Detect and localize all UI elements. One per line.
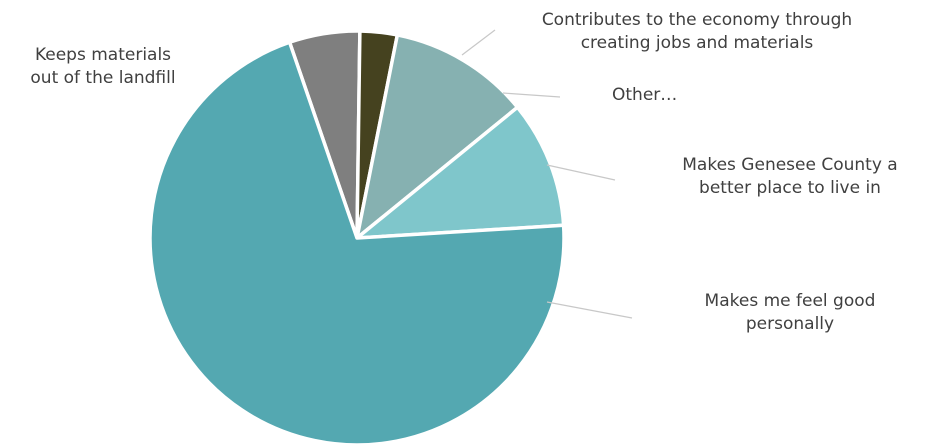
leader-line-2: [502, 92, 561, 98]
pie-slice-5: [148, 40, 566, 444]
slice-label-line: creating jobs and materials: [581, 33, 814, 53]
slice-label-2: Other…: [612, 85, 677, 105]
slice-label-line: personally: [746, 314, 834, 334]
slice-label-5: Keeps materials out of the landfill: [30, 45, 175, 88]
slice-label-4: Makes me feel good personally: [705, 291, 876, 334]
slice-label-line: out of the landfill: [30, 68, 175, 88]
leader-line-4: [546, 301, 633, 319]
slice-label-3: Makes Genesee County a better place to li…: [682, 155, 897, 198]
leader-line-1: [461, 29, 496, 56]
leader-lines: [461, 29, 633, 319]
slice-label-line: Other…: [612, 85, 677, 105]
slice-labels: Contributes to the economy through creati…: [30, 10, 897, 334]
slice-label-line: Makes Genesee County a: [682, 155, 897, 175]
slice-label-1: Contributes to the economy through creati…: [542, 10, 852, 53]
pie-slices: [148, 29, 566, 444]
slice-label-line: Keeps materials: [35, 45, 171, 65]
slice-label-line: Makes me feel good: [705, 291, 876, 311]
slice-label-line: Contributes to the economy through: [542, 10, 852, 30]
slice-label-line: better place to live in: [699, 178, 881, 198]
pie-slice-3: [355, 33, 520, 240]
leader-line-3: [546, 164, 616, 181]
pie-slice-4: [355, 105, 566, 240]
